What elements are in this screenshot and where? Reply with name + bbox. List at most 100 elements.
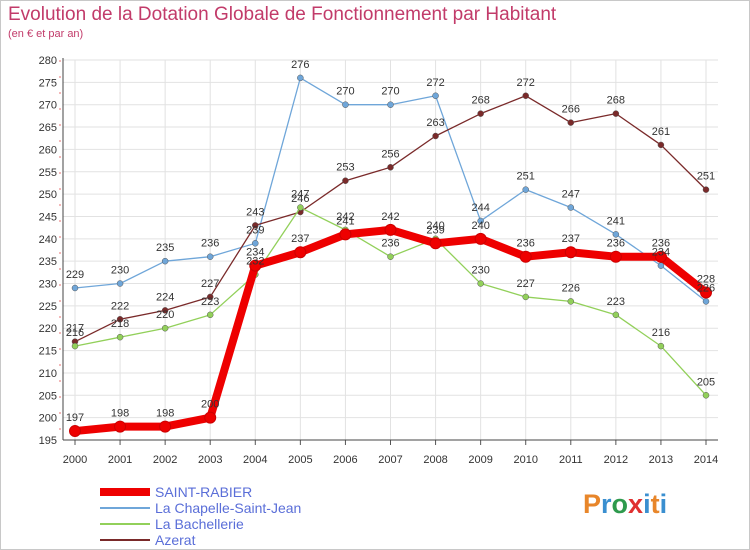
- y-tick-label: 275: [39, 77, 57, 89]
- data-point: [252, 222, 259, 229]
- y-tick-label: 270: [39, 100, 57, 112]
- data-label: 247: [291, 189, 309, 201]
- data-label: 242: [381, 211, 399, 223]
- data-label: 218: [111, 318, 129, 330]
- data-point: [477, 110, 484, 117]
- data-label: 236: [652, 238, 670, 250]
- x-tick-label: 2011: [559, 454, 583, 466]
- x-tick-label: 2001: [108, 454, 132, 466]
- y-tick-label: 200: [39, 413, 57, 425]
- data-point: [342, 177, 349, 184]
- data-point: [294, 246, 307, 259]
- data-point: [702, 392, 710, 399]
- y-tick-label: 280: [39, 55, 57, 67]
- data-label: 270: [336, 86, 354, 98]
- y-tick-label: 205: [39, 390, 57, 402]
- data-label: 247: [562, 189, 580, 201]
- data-point: [612, 110, 620, 117]
- data-label: 198: [156, 408, 174, 420]
- data-label: 232: [246, 256, 264, 268]
- data-point: [339, 228, 352, 241]
- y-tick-label: 245: [39, 211, 57, 223]
- x-tick-label: 2006: [333, 454, 357, 466]
- data-label: 228: [697, 273, 715, 285]
- data-point: [249, 259, 262, 272]
- data-point: [206, 293, 214, 301]
- proxiti-logo: Proxiti: [583, 489, 668, 519]
- data-label: 227: [517, 278, 535, 290]
- data-label: 198: [111, 408, 129, 420]
- x-tick-label: 2005: [288, 454, 312, 466]
- data-label: 246: [291, 193, 309, 205]
- data-point: [522, 92, 529, 100]
- y-tick-label: 235: [39, 256, 57, 268]
- data-label: 256: [381, 148, 399, 160]
- data-label: 240: [471, 220, 489, 232]
- data-label: 251: [517, 171, 535, 183]
- data-label: 220: [156, 309, 174, 321]
- data-label: 224: [156, 291, 174, 303]
- data-label: 226: [697, 282, 715, 294]
- data-label: 236: [201, 238, 219, 250]
- data-label: 237: [291, 233, 309, 245]
- y-tick-label: 260: [39, 144, 57, 156]
- legend-swatch: [100, 507, 150, 509]
- data-point: [657, 141, 665, 149]
- data-label: 230: [111, 265, 129, 277]
- data-label: 217: [66, 323, 84, 335]
- x-tick-label: 2002: [153, 454, 177, 466]
- y-tick-label: 250: [39, 189, 57, 201]
- data-point: [612, 231, 620, 238]
- data-label: 234: [246, 247, 264, 259]
- data-point: [161, 307, 169, 314]
- data-label: 241: [607, 215, 625, 227]
- data-label: 261: [652, 126, 670, 138]
- data-point: [657, 262, 665, 269]
- data-point: [429, 237, 442, 250]
- data-point: [387, 101, 394, 108]
- data-point: [204, 411, 217, 424]
- data-label: 253: [336, 162, 354, 174]
- y-tick-label: 220: [39, 323, 57, 335]
- data-label: 239: [426, 224, 444, 236]
- data-point: [477, 217, 484, 225]
- y-tick-label: 195: [39, 435, 57, 447]
- data-label: 272: [426, 77, 444, 89]
- data-point: [297, 74, 304, 82]
- data-label: 266: [562, 104, 580, 116]
- chart-title: Evolution de la Dotation Globale de Fonc…: [8, 4, 557, 25]
- data-point: [252, 240, 259, 247]
- data-point: [206, 311, 214, 319]
- data-label: 216: [66, 327, 84, 339]
- data-point: [114, 420, 127, 433]
- data-point: [161, 324, 169, 332]
- x-tick-label: 2008: [423, 454, 447, 466]
- y-tick-label: 210: [39, 368, 57, 380]
- x-tick-label: 2009: [468, 454, 492, 466]
- data-label: 236: [607, 238, 625, 250]
- x-tick-label: 2013: [649, 454, 673, 466]
- data-label: 237: [562, 233, 580, 245]
- data-label: 200: [201, 399, 219, 411]
- data-label: 227: [201, 278, 219, 290]
- data-point: [432, 132, 439, 140]
- data-point: [522, 186, 529, 193]
- data-label: 234: [652, 247, 670, 259]
- data-point: [702, 298, 710, 305]
- data-point: [522, 293, 529, 301]
- data-label: 240: [426, 220, 444, 232]
- x-tick-label: 2007: [378, 454, 402, 466]
- data-point: [657, 342, 665, 350]
- data-label: 268: [607, 95, 625, 107]
- y-tick-label: 230: [39, 279, 57, 291]
- data-point: [567, 298, 575, 305]
- data-label: 230: [471, 265, 489, 277]
- x-tick-label: 2003: [198, 454, 222, 466]
- data-point: [432, 92, 439, 100]
- data-label: 223: [607, 296, 625, 308]
- chart-subtitle: (en € et par an): [8, 28, 84, 40]
- y-tick-label: 265: [39, 122, 57, 134]
- data-label: 223: [201, 296, 219, 308]
- data-label: 270: [381, 86, 399, 98]
- data-label: 239: [246, 224, 264, 236]
